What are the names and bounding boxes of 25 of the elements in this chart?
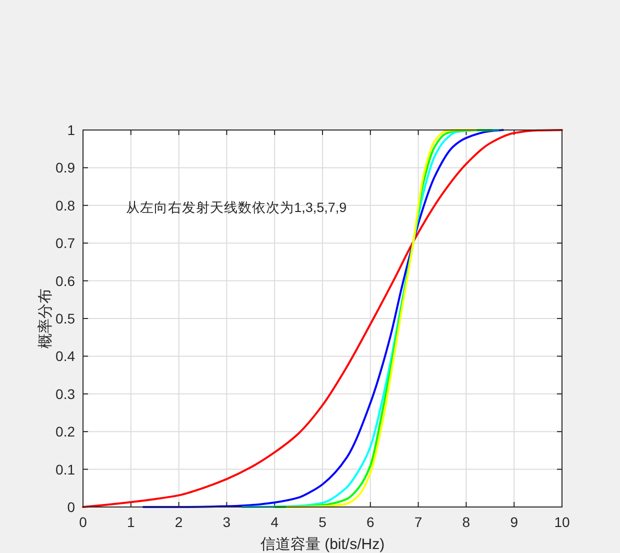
x-tick-label: 2: [174, 514, 183, 530]
y-tick-label: 0.4: [56, 348, 76, 364]
y-tick-label: 0.6: [56, 272, 76, 289]
y-tick-label: 0.7: [56, 235, 76, 252]
y-tick-label: 0.9: [56, 160, 76, 176]
x-tick-label: 10: [554, 514, 570, 530]
y-axis-title: 概率分布: [37, 288, 54, 348]
x-tick-label: 0: [79, 514, 88, 530]
y-tick-label: 0.8: [56, 197, 76, 214]
x-tick-label: 9: [510, 514, 518, 530]
x-tick-label: 7: [414, 514, 422, 530]
y-tick-label: 0.5: [56, 310, 76, 326]
x-tick-label: 1: [127, 514, 135, 530]
x-tick-label: 5: [318, 514, 327, 530]
x-axis-title: 信道容量 (bit/s/Hz): [260, 536, 385, 553]
x-tick-label: 8: [462, 514, 470, 530]
y-tick-label: 0.2: [56, 424, 76, 440]
y-tick-label: 0: [67, 499, 76, 515]
annotation: 从左向右发射天线数依次为1,3,5,7,9: [126, 200, 347, 215]
y-tick-label: 0.3: [56, 386, 76, 402]
x-tick-label: 3: [222, 514, 231, 530]
x-tick-label: 4: [270, 514, 279, 530]
x-tick-label: 6: [366, 514, 374, 530]
y-tick-label: 0.1: [56, 461, 76, 478]
y-tick-label: 1: [67, 122, 76, 138]
